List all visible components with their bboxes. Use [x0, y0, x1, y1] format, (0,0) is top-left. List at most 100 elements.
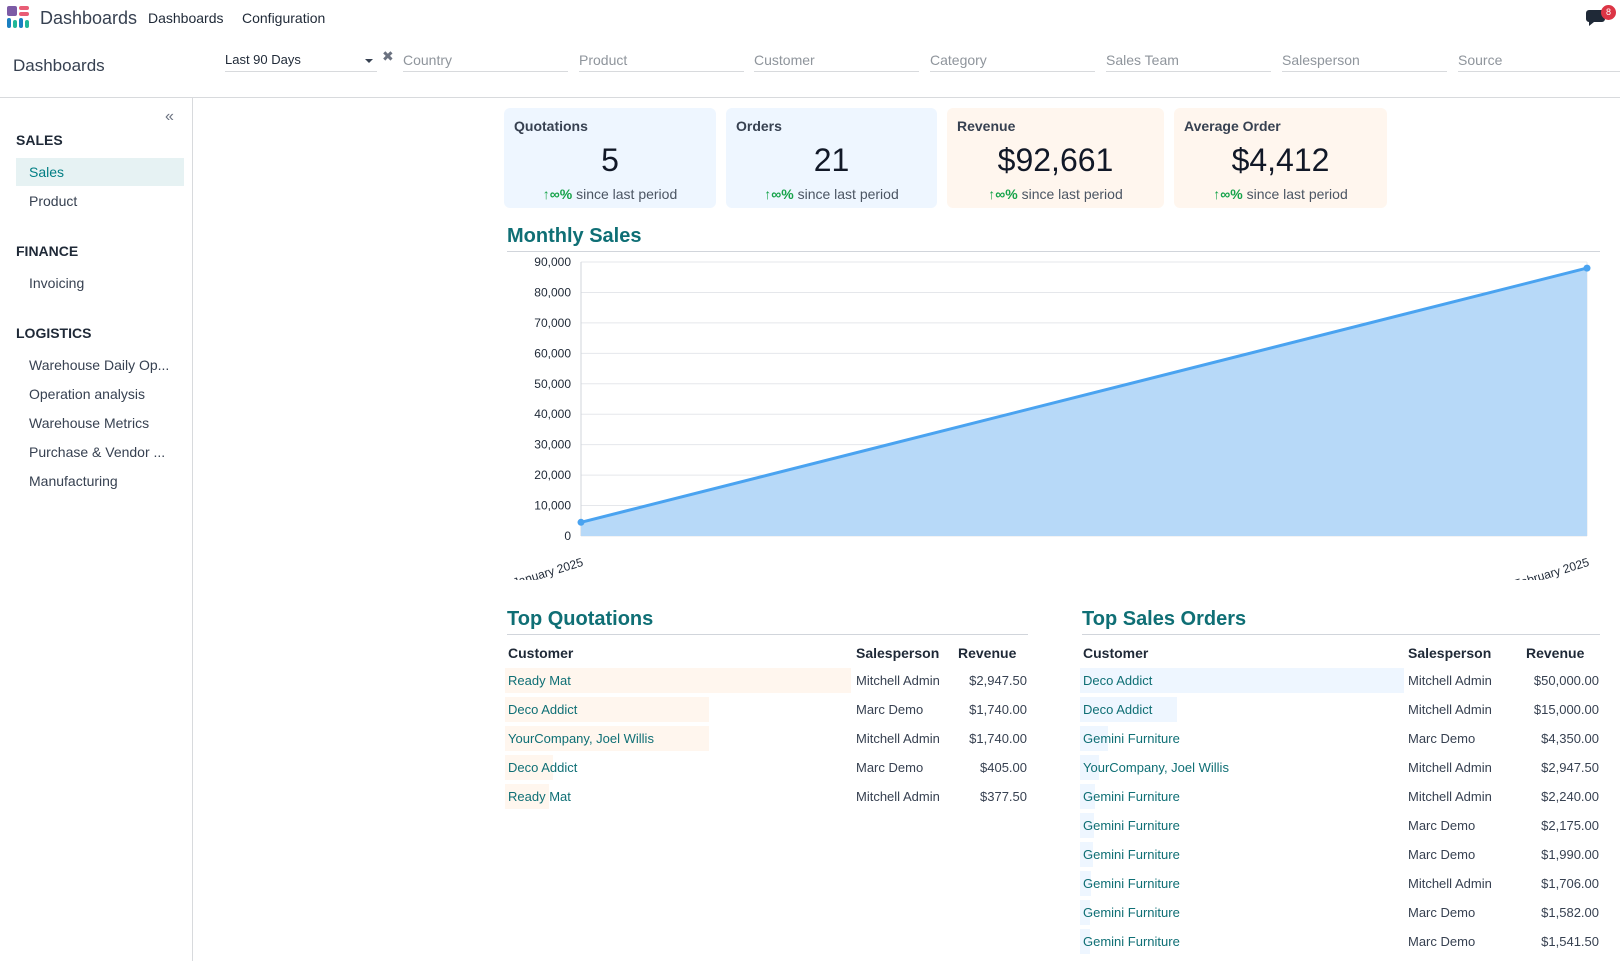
sidebar-item-invoicing[interactable]: Invoicing [29, 275, 85, 291]
revenue-bar [1080, 813, 1094, 838]
table-row[interactable]: Gemini Furniture Mitchell Admin $1,706.00 [1080, 869, 1601, 898]
sidebar-item-product[interactable]: Product [29, 193, 78, 209]
filter-product[interactable]: Product [579, 50, 744, 72]
customer-link[interactable]: Deco Addict [1083, 702, 1153, 717]
revenue-bar [505, 726, 709, 751]
revenue-cell: $50,000.00 [1533, 673, 1599, 688]
chat-icon[interactable] [1586, 6, 1610, 28]
app-brand[interactable]: Dashboards [40, 8, 138, 28]
customer-link[interactable]: Deco Addict [1083, 673, 1153, 688]
salesperson-cell: Mitchell Admin [1408, 673, 1492, 688]
salesperson-cell: Mitchell Admin [1408, 876, 1492, 891]
filter-customer[interactable]: Customer [754, 50, 919, 72]
customer-link[interactable]: YourCompany, Joel Willis [508, 731, 654, 746]
table-row[interactable]: Deco Addict Marc Demo $1,740.00 [505, 695, 1028, 724]
kpi-title: Orders [736, 118, 782, 134]
table-row[interactable]: Deco Addict Marc Demo $405.00 [505, 753, 1028, 782]
period-value: Last 90 Days [225, 52, 301, 67]
customer-link[interactable]: Ready Mat [508, 673, 571, 688]
salesperson-cell: Marc Demo [1408, 847, 1476, 862]
customer-link[interactable]: Gemini Furniture [1083, 876, 1180, 891]
salesperson-cell: Marc Demo [856, 760, 924, 775]
salesperson-cell: Mitchell Admin [1408, 789, 1492, 804]
table-row[interactable]: Deco Addict Mitchell Admin $50,000.00 [1080, 666, 1601, 695]
table-row[interactable]: Gemini Furniture Marc Demo $2,175.00 [1080, 811, 1601, 840]
table-row[interactable]: YourCompany, Joel Willis Mitchell Admin $2… [1080, 753, 1601, 782]
kpi-trend: ↑∞% since last period [504, 186, 716, 202]
revenue-bar [1080, 697, 1177, 722]
sidebar-item-warehouse-metrics[interactable]: Warehouse Metrics [29, 415, 150, 431]
table-row[interactable]: Ready Mat Mitchell Admin $377.50 [505, 782, 1028, 811]
sidebar-item-manufacturing[interactable]: Manufacturing [29, 473, 118, 489]
revenue-cell: $1,541.50 [1541, 934, 1599, 949]
kpi-value: 5 [601, 142, 619, 178]
clear-period-icon[interactable]: ✖ [382, 48, 394, 64]
revenue-bar [1080, 900, 1090, 925]
table-row[interactable]: Deco Addict Mitchell Admin $15,000.00 [1080, 695, 1601, 724]
apps-menu-icon[interactable] [7, 6, 31, 28]
kpi-card-orders[interactable]: Orders 21 ↑∞% since last period [726, 108, 937, 208]
customer-link[interactable]: Deco Addict [508, 760, 578, 775]
revenue-bar [1080, 755, 1099, 780]
kpi-value: $92,661 [997, 142, 1114, 178]
customer-link[interactable]: Gemini Furniture [1083, 731, 1180, 746]
customer-link[interactable]: Deco Addict [508, 702, 578, 717]
arrow-up-icon: ↑ [542, 186, 550, 202]
table-row[interactable]: YourCompany, Joel Willis Mitchell Admin $1… [505, 724, 1028, 753]
table-row[interactable]: Gemini Furniture Marc Demo $1,582.00 [1080, 898, 1601, 927]
customer-link[interactable]: Ready Mat [508, 789, 571, 804]
kpi-trend-suffix: since last period [1017, 186, 1123, 202]
data-point [1583, 264, 1591, 272]
kpi-card-quotations[interactable]: Quotations 5 ↑∞% since last period [504, 108, 716, 208]
revenue-bar [1080, 784, 1095, 809]
kpi-card-average-order[interactable]: Average Order $4,412 ↑∞% since last peri… [1174, 108, 1387, 208]
sidebar-item-warehouse-daily[interactable]: Warehouse Daily Op... [29, 357, 170, 373]
kpi-trend: ↑∞% since last period [947, 186, 1164, 202]
salesperson-cell: Mitchell Admin [856, 789, 940, 804]
sidebar-item-sales[interactable]: Sales [16, 158, 184, 186]
customer-link[interactable]: YourCompany, Joel Willis [1083, 760, 1229, 775]
sales-area [581, 268, 1587, 536]
customer-link[interactable]: Gemini Furniture [1083, 818, 1180, 833]
customer-link[interactable]: Gemini Furniture [1083, 847, 1180, 862]
y-tick-label: 30,000 [534, 438, 571, 452]
monthly-sales-chart: 90,000 80,000 70,000 60,000 50,000 40,000 30,0… [511, 255, 1591, 580]
kpi-trend-value: ∞% [771, 186, 794, 202]
y-tick-label: 80,000 [534, 285, 571, 299]
filter-country[interactable]: Country [403, 50, 568, 72]
filter-salesperson[interactable]: Salesperson [1282, 50, 1447, 72]
sidebar-item-operation-analysis[interactable]: Operation analysis [29, 386, 145, 402]
filter-category[interactable]: Category [930, 50, 1095, 72]
table-row[interactable]: Gemini Furniture Marc Demo $4,350.00 [1080, 724, 1601, 753]
table-row[interactable]: Gemini Furniture Marc Demo $1,990.00 [1080, 840, 1601, 869]
y-tick-label: 50,000 [534, 377, 571, 391]
table-row[interactable]: Gemini Furniture Marc Demo $1,541.50 [1080, 927, 1601, 956]
revenue-cell: $377.50 [980, 789, 1027, 804]
table-row[interactable]: Ready Mat Mitchell Admin $2,947.50 [505, 666, 1028, 695]
table-row[interactable]: Gemini Furniture Mitchell Admin $2,240.00 [1080, 782, 1601, 811]
salesperson-cell: Marc Demo [1408, 905, 1476, 920]
kpi-trend-value: ∞% [549, 186, 573, 202]
customer-link[interactable]: Gemini Furniture [1083, 789, 1180, 804]
y-tick-label: 0 [564, 529, 571, 543]
sidebar-item-purchase-vendor[interactable]: Purchase & Vendor ... [29, 444, 166, 460]
top-navbar: Dashboards Dashboards Configuration 8 [0, 0, 1620, 36]
revenue-cell: $1,740.00 [969, 731, 1027, 746]
filter-sales-team[interactable]: Sales Team [1106, 50, 1271, 72]
kpi-card-revenue[interactable]: Revenue $92,661 ↑∞% since last period [947, 108, 1164, 208]
x-tick-label: January 2025 [511, 555, 585, 580]
top-quotations-table: Customer Salesperson Revenue Ready Mat Mi… [505, 636, 1028, 816]
customer-link[interactable]: Gemini Furniture [1083, 905, 1180, 920]
customer-link[interactable]: Gemini Furniture [1083, 934, 1180, 949]
col-revenue: Revenue [958, 645, 1017, 661]
kpi-trend-suffix: since last period [1242, 186, 1348, 202]
revenue-bar [505, 697, 709, 722]
revenue-bar [505, 784, 549, 809]
collapse-sidebar-icon[interactable]: « [165, 108, 174, 125]
nav-dashboards[interactable]: Dashboards [148, 10, 224, 26]
salesperson-cell: Marc Demo [1408, 731, 1476, 746]
period-select[interactable]: Last 90 Days [225, 50, 377, 72]
kpi-trend-value: ∞% [995, 186, 1018, 202]
filter-source[interactable]: Source [1458, 50, 1620, 72]
nav-configuration[interactable]: Configuration [242, 10, 326, 26]
